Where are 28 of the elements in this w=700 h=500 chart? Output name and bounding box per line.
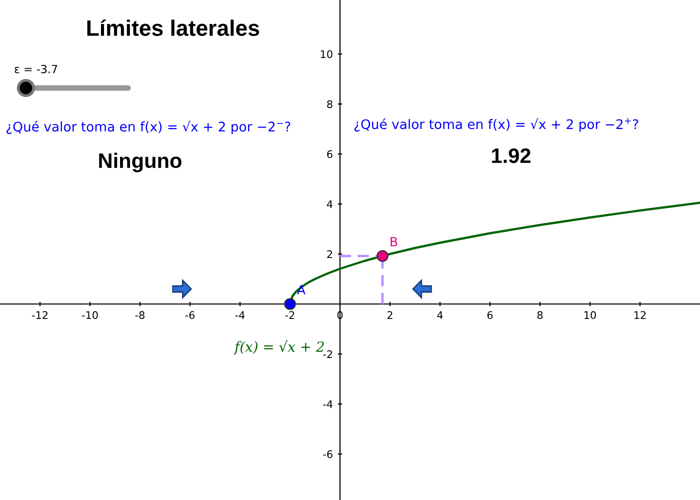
y-tick-label: 10: [320, 50, 332, 58]
x-tick-label: -6: [185, 311, 195, 320]
x-tick-label: 6: [487, 311, 493, 320]
x-tick-label: -2: [285, 311, 294, 319]
y-tick-label: -6: [323, 450, 332, 458]
x-tick-label: -12: [32, 311, 48, 319]
y-tick-label: 4: [326, 200, 332, 208]
y-tick-label: -2: [323, 350, 332, 358]
y-tick-label: 8: [327, 100, 332, 108]
annotation: ε = -3.7: [14, 64, 58, 74]
x-tick-label: -4: [235, 311, 245, 319]
x-tick-label: 2: [387, 311, 392, 319]
y-tick-label: -4: [323, 400, 332, 408]
y-tick-label: 2: [327, 250, 332, 258]
annotation: 1.92: [492, 148, 530, 164]
annotation: ¿Qué valor toma en f(x) = √x + 2 por −2$^{−}$?: [6, 120, 290, 134]
annotation: Ninguno: [99, 152, 182, 172]
annotation: f(x) = √x + 2: [234, 340, 324, 355]
text: Límites laterales: [87, 19, 260, 36]
x-tick-label: 10: [584, 311, 596, 320]
x-tick-label: -10: [82, 311, 98, 320]
annotation: ¿Qué valor toma en f(x) = √x + 2 por −2$^{+}$?: [354, 118, 638, 132]
x-tick-label: 8: [537, 311, 543, 320]
x-tick-label: -8: [135, 311, 144, 320]
y-tick-label: 6: [327, 150, 332, 158]
x-tick-label: 12: [634, 311, 646, 319]
x-tick-label: 4: [437, 311, 443, 319]
series-label: B: [390, 237, 398, 246]
